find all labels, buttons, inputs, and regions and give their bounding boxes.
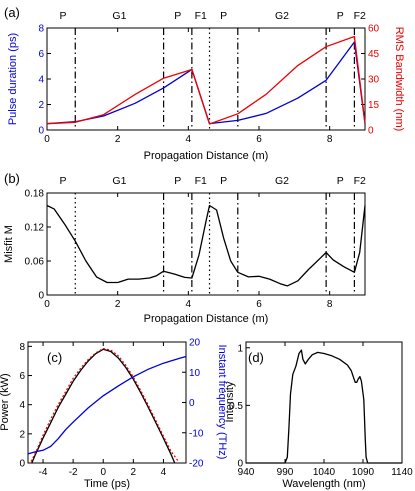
- panel-b-segment-label: P: [220, 175, 227, 187]
- panel-d-xlabel: Wavelength (nm): [282, 478, 365, 490]
- panel-b-xtick-label: 0: [44, 299, 50, 310]
- panel-a-xtick-label: 8: [327, 134, 333, 145]
- panel-c-ylabel-left: Power (kW): [0, 373, 11, 430]
- panel-a-xlabel: Propagation Distance (m): [144, 150, 269, 162]
- panel-b-xtick-label: 4: [186, 299, 192, 310]
- panel-a-xtick-label: 0: [44, 134, 50, 145]
- panel-c: (c) Time (ps) Power (kW) Instant frequen…: [0, 338, 228, 491]
- panel-c-xtick-label: -2: [69, 467, 78, 478]
- panel-c-label: (c): [47, 350, 62, 365]
- panel-d-series-0-line: [246, 349, 402, 464]
- panel-a-ytick-right-label: 15: [368, 100, 380, 111]
- panel-d-xtick-label: 990: [277, 467, 294, 478]
- panel-d-label: (d): [248, 350, 264, 365]
- panel-c-ytick-right-label: 20: [189, 338, 201, 349]
- panel-a-series-1-line: [46, 35, 366, 125]
- panel-c-xlabel: Time (ps): [84, 478, 130, 490]
- panel-a-ytick-label: 8: [38, 24, 44, 35]
- panel-c-xtick-label: 0: [100, 467, 106, 478]
- panel-b-xlabel: Propagation Distance (m): [144, 313, 269, 325]
- panel-a-xtick-label: 2: [115, 134, 121, 145]
- panel-d-ytick-label: 0.5: [229, 401, 243, 412]
- panel-d-axes-frame: [245, 341, 403, 464]
- panel-a-ytick-label: 2: [38, 100, 44, 111]
- panel-c-ytick-right-label: -10: [189, 428, 204, 439]
- panel-a-ytick-right-label: 0: [368, 126, 374, 137]
- panel-c-ylabel-right: Instant frequency (THz): [216, 345, 228, 460]
- panel-b-segment-label: P: [59, 175, 66, 187]
- panel-b-ytick-label: 0.06: [25, 257, 45, 268]
- panel-b-xtick-label: 8: [327, 299, 333, 310]
- panel-b-ylabel: Misfit M: [3, 225, 15, 263]
- panel-a-ytick-label: 4: [38, 75, 44, 86]
- panel-a-segment-label: P: [337, 10, 344, 22]
- panel-c-power-line: [31, 348, 176, 464]
- panel-c-ytick-label: 0: [19, 459, 25, 470]
- panel-b-segment-label: F2: [354, 175, 366, 187]
- panel-c-frequency-line: [27, 355, 187, 455]
- panel-b-segment-label: F1: [195, 175, 207, 187]
- panel-a-ytick-right-label: 60: [368, 24, 380, 35]
- panel-d-ytick-label: 1: [237, 343, 243, 354]
- panel-a-segment-label: P: [220, 10, 227, 22]
- panel-b-segment-label: G2: [275, 175, 289, 187]
- panel-d-xtick-label: 940: [238, 467, 255, 478]
- panel-b-axes-frame: [46, 192, 366, 296]
- panel-c-ytick-label: 2: [19, 429, 25, 440]
- panel-b-segment-label: P: [174, 175, 181, 187]
- panel-b: (b) Propagation Distance (m) Misfit M 0 2…: [3, 171, 366, 325]
- panel-a-segment-label: G1: [112, 10, 126, 22]
- panel-a-segment-label: F2: [354, 10, 366, 22]
- panel-c-xtick-label: 4: [161, 467, 167, 478]
- panel-a-label: (a): [4, 5, 20, 20]
- panel-b-ytick-label: 0: [38, 291, 44, 302]
- panel-b-segment-label: G1: [112, 175, 126, 187]
- panel-a-ylabel-right: RMS Bandwidth (nm): [393, 27, 405, 132]
- panel-b-segment-label: P: [337, 175, 344, 187]
- panel-a-segment-label: P: [174, 10, 181, 22]
- panel-d-ylabel: Intensity: [224, 381, 236, 422]
- panel-c-ytick-label: 8: [19, 342, 25, 353]
- panel-d-xtick-label: 1140: [391, 467, 413, 478]
- panel-d-ytick-label: 0: [237, 459, 243, 470]
- panel-a-ytick-right-label: 30: [368, 75, 380, 86]
- panel-a-ylabel-left: Pulse duration (ps): [7, 33, 19, 125]
- panel-a: (a) Propagation Distance (m) Pulse durat…: [4, 5, 405, 162]
- panel-b-label: (b): [4, 171, 20, 186]
- panel-b-series-0-line: [46, 204, 366, 287]
- panel-a-segment-label: F1: [195, 10, 207, 22]
- panel-a-xtick-label: 6: [256, 134, 262, 145]
- panel-a-segment-label: G2: [275, 10, 289, 22]
- panel-c-ytick-right-label: 0: [189, 398, 195, 409]
- panel-a-ytick-label: 6: [38, 49, 44, 60]
- panel-c-ytick-label: 4: [19, 400, 25, 411]
- panel-b-xtick-label: 2: [115, 299, 121, 310]
- panel-b-ytick-label: 0.18: [25, 189, 45, 200]
- panel-a-ytick-right-label: 45: [368, 49, 380, 60]
- panel-b-xtick-label: 6: [256, 299, 262, 310]
- panel-d: (d) Wavelength (nm) Intensity 940 990 1040…: [224, 341, 413, 490]
- panel-c-xtick-label: -4: [39, 467, 48, 478]
- panel-c-ytick-right-label: -20: [189, 459, 204, 470]
- panel-c-ytick-label: 6: [19, 371, 25, 382]
- panel-c-xtick-label: 2: [131, 467, 137, 478]
- panel-d-xtick-label: 1090: [352, 467, 375, 478]
- panel-d-xtick-label: 1040: [313, 467, 336, 478]
- panel-a-segment-label: P: [59, 10, 66, 22]
- panel-c-ytick-right-label: 10: [189, 368, 201, 379]
- panel-a-xtick-label: 4: [186, 134, 192, 145]
- panel-a-ytick-label: 0: [38, 126, 44, 137]
- panel-b-ytick-label: 0.12: [25, 223, 45, 234]
- panel-c-fit-line: [30, 348, 179, 462]
